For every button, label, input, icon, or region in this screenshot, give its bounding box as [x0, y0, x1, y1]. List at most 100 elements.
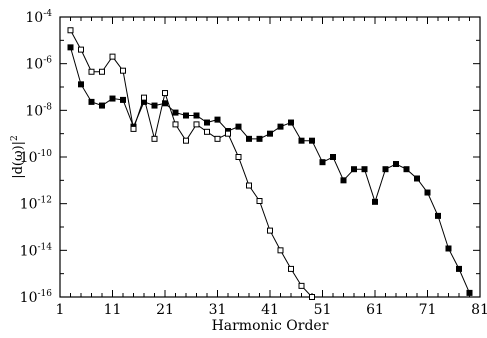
- open-square-point: [225, 130, 231, 137]
- open-square-point: [141, 94, 147, 101]
- open-square-point: [235, 154, 242, 160]
- y-tick-label: 10-14: [20, 242, 53, 259]
- y-tick-exponent: -14: [38, 242, 53, 252]
- open-square-point: [162, 90, 168, 97]
- filled-square-point: [109, 95, 116, 102]
- y-tick-base: 10: [20, 197, 38, 213]
- open-square-point: [109, 53, 116, 60]
- x-tick-label: 81: [471, 302, 487, 318]
- y-tick-label: 10-10: [20, 149, 53, 166]
- open-square-point: [172, 121, 179, 128]
- y-tick-base: 10: [20, 290, 38, 306]
- filled-square-point: [414, 175, 420, 182]
- y-tick-label: 10-8: [25, 102, 52, 119]
- y-tick-exponent: -10: [38, 149, 53, 159]
- open-square-point: [277, 247, 284, 254]
- y-axis-label-exponent: 2: [10, 135, 20, 141]
- open-square-point: [204, 128, 210, 135]
- filled-square-point: [277, 123, 284, 130]
- filled-square-point: [172, 109, 179, 116]
- y-tick-exponent: -8: [43, 102, 52, 112]
- filled-square-point: [256, 135, 263, 142]
- filled-square-point: [88, 98, 95, 105]
- open-square-point: [120, 67, 126, 74]
- filled-square-point: [424, 189, 431, 196]
- open-square-point: [193, 121, 200, 128]
- open-square-point: [298, 282, 305, 289]
- y-tick-base: 10: [25, 57, 43, 73]
- open-square-point: [183, 137, 189, 144]
- filled-square-point: [393, 161, 399, 168]
- series-line: [70, 30, 313, 298]
- open-square-point: [256, 198, 263, 205]
- y-axis-label: |d(ω)|2: [10, 135, 26, 179]
- x-tick-label: 61: [366, 302, 384, 318]
- filled-square-point: [246, 135, 252, 142]
- open-square-point: [130, 125, 137, 132]
- open-square-point: [78, 46, 84, 53]
- filled-square-point: [382, 166, 389, 173]
- x-tick-label: 51: [314, 302, 332, 318]
- x-tick-label: 11: [104, 302, 122, 318]
- filled-square-point: [330, 154, 336, 160]
- filled-square-point: [456, 265, 462, 272]
- filled-square-point: [466, 289, 473, 296]
- open-square-point: [151, 135, 158, 142]
- filled-square-point: [235, 123, 242, 130]
- open-square-point: [309, 294, 315, 300]
- y-tick-base: 10: [20, 243, 38, 259]
- filled-square-point: [204, 119, 210, 126]
- open-square-point: [267, 227, 273, 234]
- open-square-point: [214, 135, 221, 142]
- filled-square-point: [351, 166, 357, 173]
- open-square-point: [99, 68, 105, 75]
- filled-square-point: [435, 212, 441, 219]
- filled-square-point: [361, 166, 368, 173]
- open-square-point: [88, 68, 95, 75]
- y-axis-label-base: |d(ω)|: [11, 141, 26, 179]
- y-tick-exponent: -12: [38, 196, 53, 206]
- open-square-point: [288, 265, 294, 272]
- filled-square-point: [298, 137, 305, 144]
- series-2: [67, 27, 315, 300]
- x-tick-label: 41: [261, 302, 279, 318]
- open-square-point: [67, 27, 74, 34]
- filled-square-point: [403, 166, 410, 173]
- y-tick-exponent: -16: [38, 289, 53, 299]
- x-tick-label: 31: [209, 302, 227, 318]
- filled-square-point: [193, 112, 200, 119]
- x-axis-label: Harmonic Order: [212, 318, 329, 334]
- y-tick-label: 10-16: [20, 289, 53, 306]
- series-line: [70, 47, 470, 294]
- filled-square-point: [151, 102, 158, 109]
- filled-square-point: [319, 159, 326, 166]
- plot-area-frame: [59, 16, 481, 298]
- y-tick-exponent: -6: [43, 56, 52, 66]
- filled-square-point: [214, 116, 221, 123]
- y-tick-label: 10-4: [25, 9, 52, 26]
- series-layer: [67, 27, 473, 300]
- y-tick-label: 10-12: [20, 196, 52, 213]
- filled-square-point: [445, 245, 452, 252]
- x-tick-label: 71: [419, 302, 437, 318]
- series-1: [67, 44, 473, 296]
- x-tick-label: 1: [56, 302, 65, 318]
- y-tick-exponent: -4: [43, 9, 52, 19]
- x-tick-label: 21: [156, 302, 174, 318]
- filled-square-point: [267, 130, 273, 137]
- filled-square-point: [372, 198, 378, 205]
- filled-square-point: [183, 112, 189, 119]
- y-tick-base: 10: [25, 103, 43, 119]
- y-tick-base: 10: [25, 10, 43, 26]
- x-axis-ticks: 1 11 21 31 41 51 61 71 81: [56, 17, 487, 318]
- filled-square-point: [309, 137, 315, 144]
- filled-square-point: [340, 177, 347, 184]
- y-tick-base: 10: [20, 150, 38, 166]
- filled-square-point: [120, 96, 126, 103]
- open-square-point: [246, 182, 252, 189]
- filled-square-point: [99, 102, 105, 109]
- filled-square-point: [78, 81, 84, 88]
- filled-square-point: [288, 119, 294, 126]
- y-tick-label: 10-6: [25, 56, 52, 73]
